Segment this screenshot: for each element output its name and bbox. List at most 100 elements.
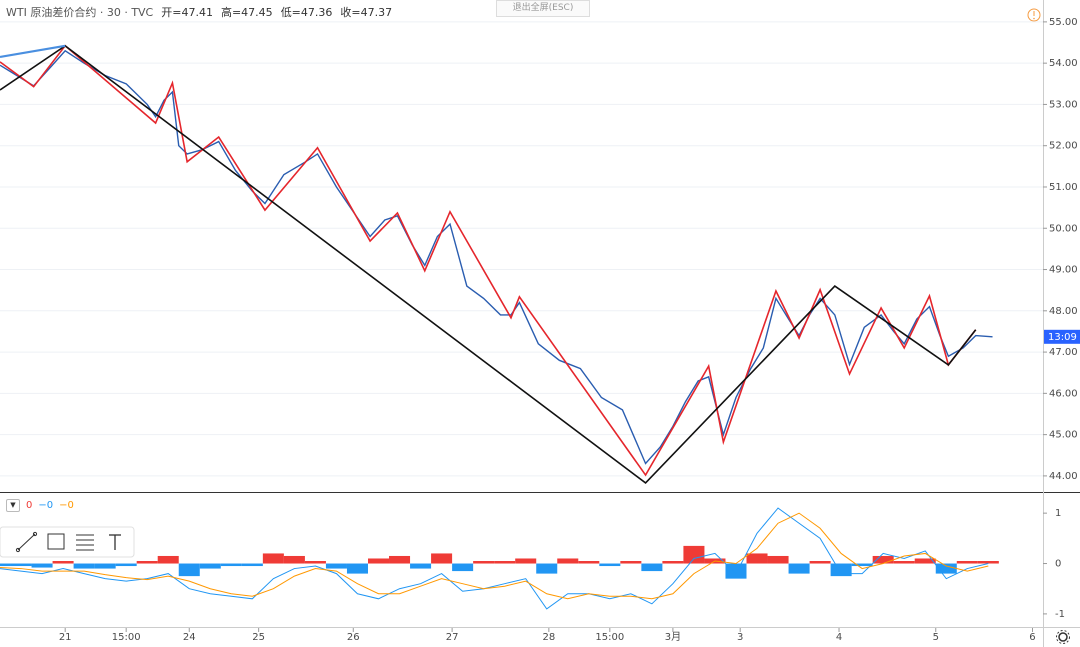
histogram-bar [389,555,411,564]
histogram-bar [830,563,852,577]
y-tick-label: 53.00 [1049,99,1078,110]
histogram-bar [178,563,200,577]
histogram-bar [241,563,263,567]
histogram-bar [199,563,221,569]
alert-icon[interactable] [1027,8,1041,22]
ohlc-open: 开=47.41 [161,6,213,19]
histogram-bar [641,563,663,572]
y-tick-label: 44.00 [1049,471,1078,482]
x-tick-label: 15:00 [112,632,141,643]
histogram-bar [136,561,158,564]
histogram-bar [578,561,600,564]
histogram-bar [115,563,137,567]
histogram-bar [662,561,684,564]
x-tick-label: 4 [836,632,842,643]
histogram-bar [220,563,242,567]
price-line [0,44,977,477]
y-tick-label: 55.00 [1049,17,1078,28]
y-tick-label: 50.00 [1049,223,1078,234]
symbol-header: WTI 原油差价合约 · 30 · TVC 开=47.41 高=47.45 低=… [6,4,392,20]
histogram-bar [452,563,474,572]
symbol-title: WTI 原油差价合约 · 30 · TVC [6,6,154,19]
indicator-dropdown[interactable]: ▼ [6,499,20,512]
indicator-value: −0 [38,500,54,511]
exit-fullscreen-button[interactable]: 退出全屏(ESC) [496,0,590,17]
settings-icon[interactable] [1056,630,1070,644]
indicator-header: ▼ 0 −0 −0 [6,499,74,512]
x-tick-label: 25 [252,632,265,643]
x-tick-label: 28 [542,632,555,643]
y-tick-label: 45.00 [1049,430,1078,441]
price-line [0,44,66,59]
last-price-tag-label: 13:09 [1048,332,1077,343]
histogram-bar [262,553,284,564]
indicator-value: −0 [59,500,74,511]
x-tick-label: 5 [933,632,939,643]
histogram-bar [325,563,347,569]
histogram-bar [494,561,516,564]
histogram-bar [73,563,95,569]
histogram-bar [956,561,978,564]
histogram-bar [52,561,74,564]
y-tick-label: 49.00 [1049,265,1078,276]
last-price-tag [1044,329,1080,344]
text-tool[interactable] [109,534,121,550]
histogram-bar [557,558,579,564]
y-tick-label: 52.00 [1049,141,1078,152]
y-tick-label: 51.00 [1049,182,1078,193]
toolbar-box [0,526,135,558]
histogram-bar [473,561,495,564]
x-tick-label: 24 [183,632,196,643]
y-tick-label: 1 [1055,508,1061,519]
histogram-bar [683,545,705,564]
histogram-bar [851,563,873,567]
indicator-line [0,512,989,600]
x-tick-label: 26 [347,632,360,643]
fib-tool[interactable] [76,534,94,551]
histogram-bar [283,555,305,564]
histogram-bar [935,563,957,574]
x-tick-label: 21 [59,632,72,643]
x-tick-label: 3月 [665,631,681,643]
ohlc-close: 收=47.37 [340,6,393,19]
x-tick-label: 6 [1029,632,1035,643]
histogram-bar [410,563,432,569]
ohlc-low: 低=47.36 [280,6,333,19]
histogram-bar [346,563,368,574]
histogram-bar [914,558,936,564]
histogram-bar [31,563,53,568]
y-tick-label: 0 [1055,559,1061,570]
histogram-bar [157,555,179,564]
indicator-line [0,507,989,610]
line-tool[interactable] [15,531,38,553]
histogram-bar [536,563,558,574]
histogram-bar [977,561,999,564]
histogram-bar [620,561,642,564]
histogram-bar [304,561,326,564]
histogram-bar [367,558,390,564]
y-tick-label: 54.00 [1049,58,1078,69]
histogram-bar [788,563,810,574]
y-tick-label: -1 [1055,609,1065,620]
x-tick-label: 3 [737,632,743,643]
histogram-bar [515,558,537,564]
histogram-bar [431,553,453,564]
y-tick-label: 48.00 [1049,306,1078,317]
y-tick-label: 47.00 [1049,347,1078,358]
histogram-bar [0,563,11,567]
histogram-bar [872,555,894,564]
grid [0,21,1043,477]
histogram-bar [893,561,915,564]
histogram-bar [746,553,768,564]
histogram-bar [809,561,831,564]
y-tick-label: 46.00 [1049,388,1078,399]
indicator-value: 0 [26,500,33,511]
shape-tool[interactable] [47,533,65,550]
drawing-toolbar [0,526,135,558]
histogram-bar [10,563,32,567]
x-tick-label: 15:00 [595,632,624,643]
histogram-bar [767,555,789,564]
ohlc-high: 高=47.45 [220,6,273,19]
